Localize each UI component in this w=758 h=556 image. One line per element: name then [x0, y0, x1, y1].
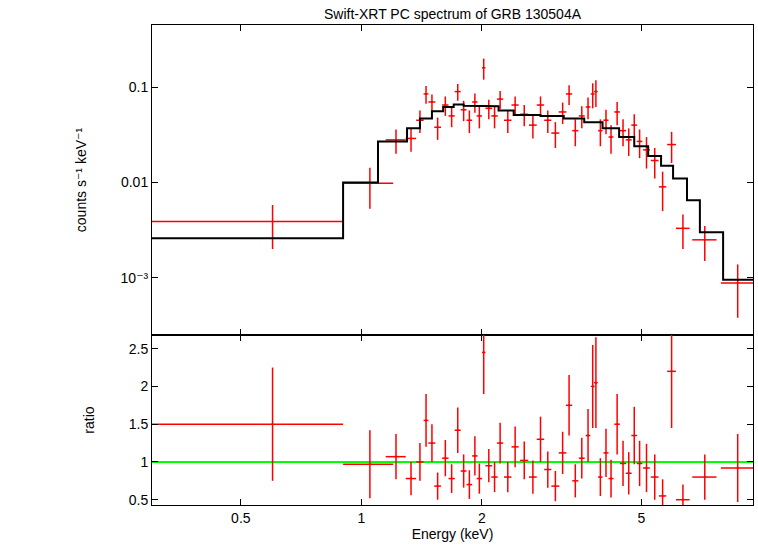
svg-text:0.01: 0.01 [121, 174, 148, 190]
svg-text:1: 1 [140, 454, 148, 470]
svg-text:10⁻³: 10⁻³ [121, 270, 149, 286]
svg-text:0.5: 0.5 [231, 510, 251, 526]
svg-text:5: 5 [637, 510, 645, 526]
svg-text:1.5: 1.5 [129, 416, 149, 432]
svg-text:Energy (keV): Energy (keV) [412, 526, 494, 542]
svg-text:0.5: 0.5 [129, 492, 149, 508]
svg-text:ratio: ratio [81, 406, 97, 433]
svg-text:Swift-XRT PC spectrum of GRB 1: Swift-XRT PC spectrum of GRB 130504A [324, 6, 582, 22]
svg-text:2.5: 2.5 [129, 341, 149, 357]
svg-text:2: 2 [478, 510, 486, 526]
svg-text:2: 2 [140, 378, 148, 394]
svg-text:0.1: 0.1 [129, 79, 149, 95]
svg-text:counts s⁻¹ keV⁻¹: counts s⁻¹ keV⁻¹ [73, 128, 89, 233]
svg-text:1: 1 [358, 510, 366, 526]
